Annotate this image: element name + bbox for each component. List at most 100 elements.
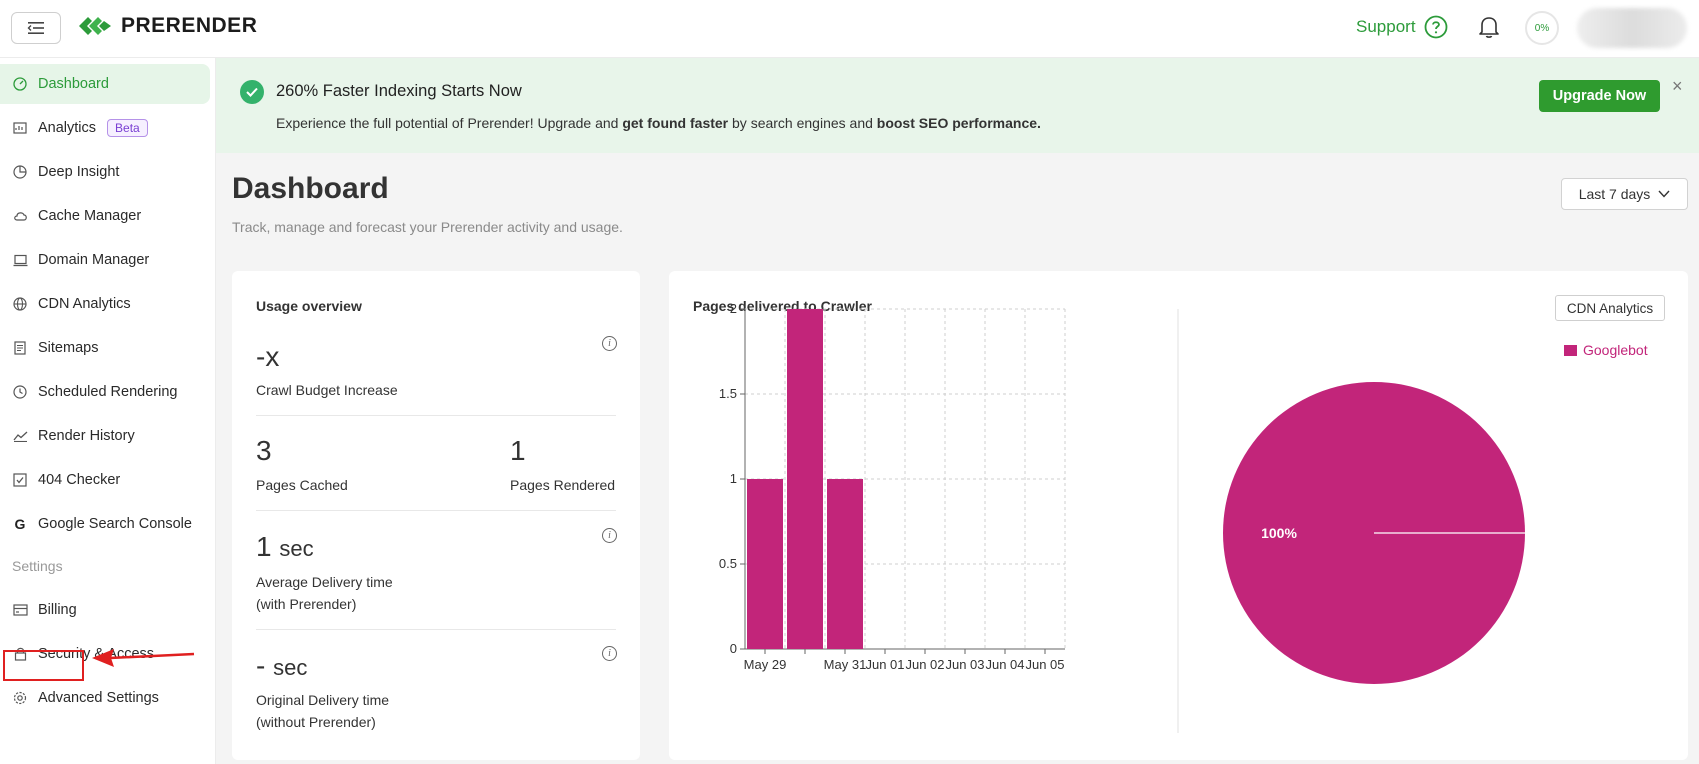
sidebar-item-dashboard[interactable]: Dashboard [0,64,210,104]
usage-progress-ring[interactable]: 0% [1525,11,1559,45]
laptop-icon [12,252,28,268]
menu-toggle-button[interactable] [11,12,61,44]
avg-delivery-label-line: Average Delivery time [256,574,393,590]
top-bar: PRERENDER Support 0% [0,0,1699,58]
sidebar-item-label: Advanced Settings [38,690,159,706]
sidebar-item-sitemaps[interactable]: Sitemaps [0,328,210,368]
sidebar-item-analytics[interactable]: Analytics Beta [0,108,210,148]
annotation-arrow-icon [92,649,195,667]
bell-icon [1479,17,1499,38]
usage-overview-card: Usage overview -x Crawl Budget Increase … [232,271,640,760]
legend-label: Googlebot [1583,342,1648,358]
y-tick-label: 0.5 [719,556,737,571]
pages-cached-label: Pages Cached [256,477,348,493]
orig-delivery-value: - sec [256,650,307,682]
divider [256,629,616,630]
bar [747,479,783,649]
upgrade-now-button[interactable]: Upgrade Now [1539,80,1660,112]
dashboard-icon [12,76,28,92]
x-tick-label: May 31 [824,657,867,672]
sidebar-item-domain-manager[interactable]: Domain Manager [0,240,210,280]
check-circle-icon [240,80,264,104]
x-tick-label: Jun 01 [865,657,904,672]
prerender-logo-icon [79,17,111,35]
orig-delivery-label: Original Delivery time (without Prerender… [256,689,389,733]
info-icon[interactable]: i [602,646,617,661]
notifications-button[interactable] [1478,15,1500,44]
checkbox-icon [12,472,28,488]
sidebar-item-google-search-console[interactable]: G Google Search Console [0,504,210,544]
y-tick-label: 0 [730,641,737,656]
sidebar-item-label: Sitemaps [38,340,99,356]
sidebar-item-billing[interactable]: Billing [0,590,210,630]
banner-title: 260% Faster Indexing Starts Now [276,82,522,100]
sidebar-item-label: Billing [38,602,77,618]
date-range-label: Last 7 days [1578,186,1651,202]
close-icon[interactable]: × [1672,76,1683,96]
sidebar-item-cache-manager[interactable]: Cache Manager [0,196,210,236]
logo-text: PRERENDER [121,14,258,37]
orig-delivery-number: - [256,650,266,681]
banner-text-part: by search engines and [728,115,877,131]
pages-rendered-value: 1 [510,435,526,466]
divider [256,510,616,511]
google-icon: G [14,516,26,532]
crawl-budget-value: -x [256,341,280,372]
cloud-icon [12,208,28,224]
logo[interactable]: PRERENDER [77,13,257,39]
support-link[interactable]: Support [1356,15,1448,39]
gear-icon [12,690,28,706]
sidebar-item-render-history[interactable]: Render History [0,416,210,456]
clock-icon [12,384,28,400]
sidebar-item-404-checker[interactable]: 404 Checker [0,460,210,500]
date-range-select[interactable]: Last 7 days [1561,178,1688,210]
x-tick-label: Jun 03 [945,657,984,672]
sidebar-item-advanced-settings[interactable]: Advanced Settings [0,678,210,718]
pie-legend[interactable]: Googlebot [1564,342,1648,358]
banner-text-part: Experience the full potential of Prerend… [276,115,623,131]
sidebar: Dashboard Analytics Beta Deep Insight Ca… [0,58,216,764]
page-title: Dashboard [232,172,389,205]
sidebar-item-label: Dashboard [38,76,109,92]
chevron-down-icon [1658,190,1670,198]
sidebar-item-label: Cache Manager [38,208,142,224]
sidebar-item-scheduled-rendering[interactable]: Scheduled Rendering [0,372,210,412]
avg-delivery-unit: sec [279,536,314,561]
orig-delivery-unit: sec [273,655,308,680]
credit-card-icon [12,602,28,618]
sidebar-item-label: 404 Checker [38,472,121,488]
settings-section-label: Settings [12,558,63,574]
orig-delivery-label-line: Original Delivery time [256,692,390,708]
page-subtitle: Track, manage and forecast your Prerende… [232,219,623,235]
orig-delivery-label-line: (without Prerender) [256,714,376,730]
usage-card-title: Usage overview [256,298,362,314]
x-tick-label: May 29 [744,657,787,672]
support-label: Support [1356,17,1416,36]
info-icon[interactable]: i [602,528,617,543]
pages-delivered-card: Pages delivered to Crawler CDN Analytics… [669,271,1688,760]
avg-delivery-number: 1 [256,531,272,562]
divider [256,415,616,416]
crawl-budget-label: Crawl Budget Increase [256,382,398,398]
usage-progress-label: 0% [1534,22,1550,34]
banner-text-bold: get found faster [622,115,729,131]
document-icon [12,340,28,356]
pages-cached-value: 3 [256,435,272,466]
menu-collapse-icon [27,22,44,34]
account-avatar[interactable] [1577,8,1687,48]
x-tick-label: Jun 04 [985,657,1024,672]
sidebar-item-deep-insight[interactable]: Deep Insight [0,152,210,192]
info-icon[interactable]: i [602,336,617,351]
cdn-analytics-button[interactable]: CDN Analytics [1555,295,1665,321]
avg-delivery-label-line: (with Prerender) [256,596,357,612]
sidebar-item-label: Domain Manager [38,252,150,268]
y-tick-label: 1.5 [719,386,737,401]
y-tick-label: 1 [730,471,737,486]
x-tick-label: Jun 05 [1025,657,1064,672]
line-chart-icon [12,428,28,444]
legend-swatch [1564,344,1577,356]
y-tick-label: 2 [730,301,737,316]
sidebar-item-cdn-analytics[interactable]: CDN Analytics [0,284,210,324]
banner-text-bold: boost SEO performance. [876,115,1041,131]
